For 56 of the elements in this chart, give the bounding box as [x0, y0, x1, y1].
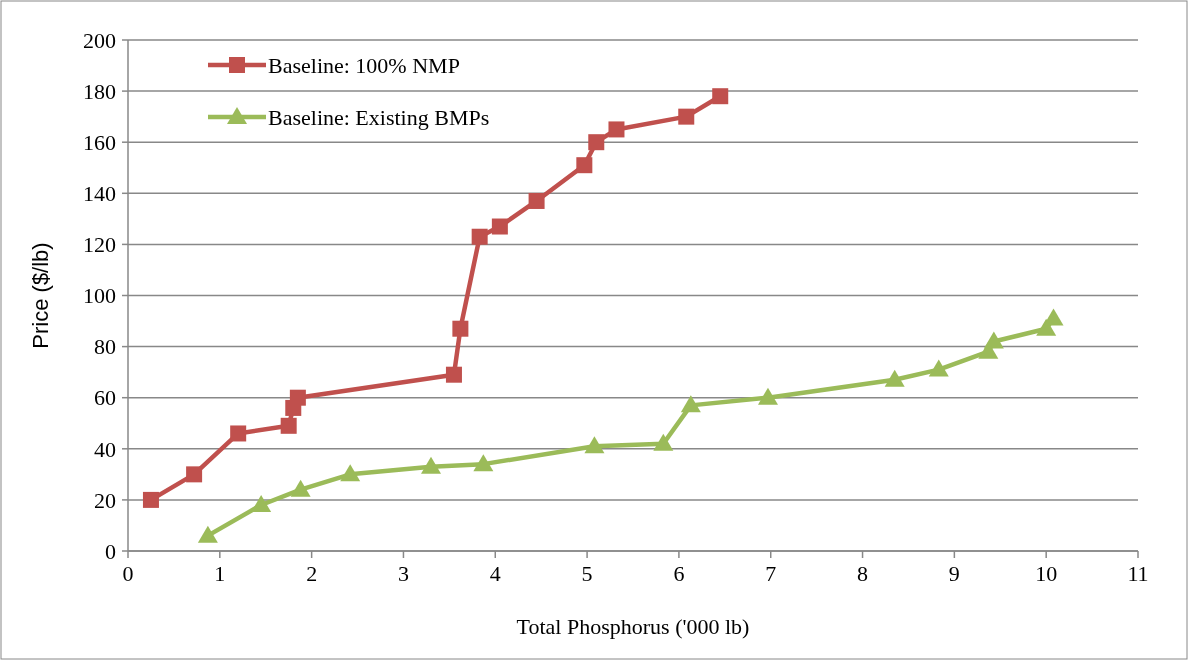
point — [1036, 318, 1057, 336]
y-tick-label: 0 — [105, 538, 116, 564]
y-tick-label: 140 — [83, 181, 116, 206]
y-tick-label: 60 — [94, 385, 116, 411]
y-tick-label: 100 — [83, 283, 116, 309]
y-tick-label: 200 — [83, 27, 116, 53]
y-tick-label: 80 — [94, 334, 116, 360]
y-tick-label: 160 — [83, 129, 116, 155]
point — [197, 525, 218, 543]
x-tick-label: 8 — [857, 561, 869, 586]
y-tick-label: 20 — [94, 487, 116, 513]
point — [289, 389, 306, 406]
point — [186, 466, 203, 483]
point — [340, 464, 361, 482]
point — [142, 491, 159, 508]
x-axis-title: Total Phosphorus ('000 lb) — [516, 614, 750, 639]
point — [251, 495, 272, 513]
point — [471, 228, 488, 245]
x-tick-label: 7 — [765, 561, 777, 586]
point — [983, 331, 1004, 349]
x-tick-label: 4 — [489, 561, 501, 586]
point — [452, 320, 469, 337]
point — [757, 387, 778, 405]
x-tick-label: 6 — [673, 561, 685, 586]
point — [290, 479, 311, 497]
point — [230, 425, 247, 442]
point — [680, 395, 701, 413]
point — [712, 88, 729, 105]
x-tick-label: 2 — [306, 561, 318, 586]
point — [653, 433, 674, 451]
legend-label: Baseline: 100% NMP — [268, 52, 460, 78]
point — [678, 108, 695, 125]
point — [280, 417, 297, 434]
x-tick-label: 1 — [214, 561, 226, 586]
x-tick-label: 9 — [948, 561, 960, 586]
point — [445, 366, 462, 383]
y-tick-label: 120 — [83, 232, 116, 258]
y-tick-label: 180 — [83, 78, 116, 104]
x-tick-label: 0 — [122, 561, 134, 586]
point — [928, 359, 949, 377]
point — [491, 218, 508, 235]
point — [576, 157, 593, 174]
x-tick-label: 5 — [581, 561, 593, 586]
point — [608, 121, 625, 138]
x-tick-label: 10 — [1035, 561, 1058, 586]
point — [584, 436, 605, 454]
point — [884, 369, 905, 387]
x-tick-label: 11 — [1127, 561, 1149, 586]
y-axis-title: Price ($/lb) — [28, 242, 53, 349]
legend-label: Baseline: Existing BMPs — [268, 104, 490, 130]
point — [588, 134, 605, 151]
point — [473, 454, 494, 472]
point — [528, 192, 545, 209]
y-tick-label: 40 — [94, 436, 116, 462]
point — [421, 456, 441, 474]
x-tick-label: 3 — [397, 561, 409, 586]
